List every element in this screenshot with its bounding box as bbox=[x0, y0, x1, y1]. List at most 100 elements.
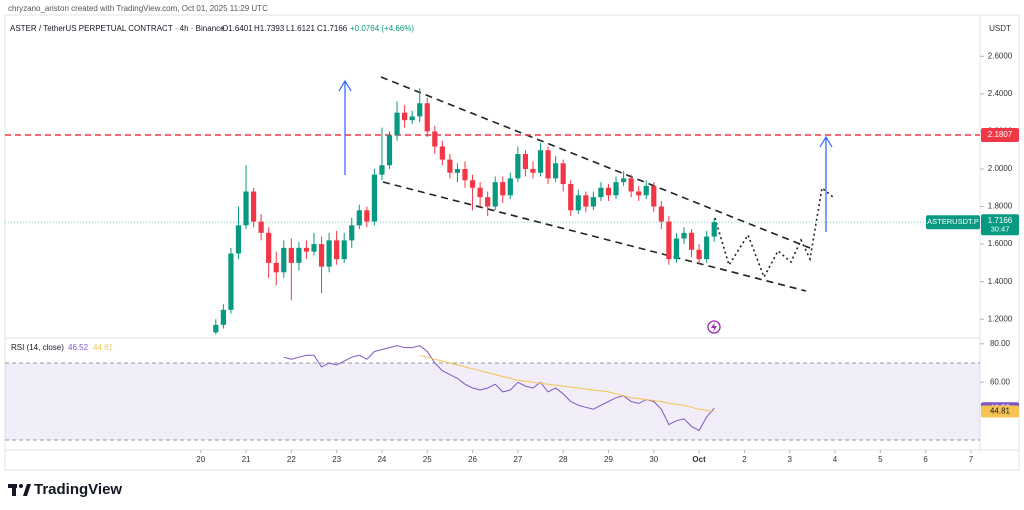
candle-body bbox=[590, 197, 596, 207]
arrow-left-head bbox=[338, 79, 352, 92]
y-tick-label: 2.0000 bbox=[988, 164, 1013, 173]
candle-body bbox=[266, 232, 272, 263]
x-tick-label: 22 bbox=[287, 455, 296, 464]
candle-body bbox=[432, 131, 438, 147]
candle-body bbox=[424, 103, 430, 132]
rsi-line bbox=[283, 345, 715, 432]
candle-body bbox=[379, 165, 385, 175]
y-tick-label: 2.6000 bbox=[988, 51, 1013, 60]
price-line-box bbox=[981, 128, 1019, 143]
x-tick-label: 3 bbox=[787, 455, 792, 464]
x-tick-label: 30 bbox=[649, 455, 658, 464]
candle-body bbox=[492, 182, 498, 207]
candle-body bbox=[673, 238, 680, 260]
currency: USDT bbox=[989, 24, 1011, 33]
candle-body bbox=[371, 174, 377, 222]
candle-body bbox=[356, 210, 362, 226]
rsi-label: RSI (14, close) bbox=[11, 343, 64, 352]
rsi-ma-legend-value: 44.81 bbox=[93, 343, 114, 352]
projection-path bbox=[714, 186, 834, 279]
candle-body bbox=[651, 185, 657, 207]
candle-body bbox=[658, 206, 664, 222]
rsi-ma-line bbox=[419, 354, 715, 412]
x-tick-label: 7 bbox=[969, 455, 974, 464]
candle-body bbox=[666, 221, 672, 260]
candle-body bbox=[454, 168, 461, 173]
candle-body bbox=[605, 187, 612, 196]
candle-body bbox=[311, 244, 317, 252]
candle-body bbox=[485, 197, 491, 207]
y-tick-label: 1.4000 bbox=[988, 277, 1013, 286]
chart-title: ASTER / TetherUS PERPETUAL CONTRACT · 4h… bbox=[10, 24, 225, 33]
logo-part bbox=[23, 484, 31, 496]
ohlc-close: C1.7166 bbox=[317, 24, 348, 33]
candle-body bbox=[228, 253, 234, 310]
candle-body bbox=[462, 168, 468, 181]
event-icon[interactable] bbox=[707, 320, 721, 334]
candle-body bbox=[364, 210, 370, 222]
last-price-label: 1.7166 bbox=[988, 216, 1013, 225]
x-tick-label: 5 bbox=[878, 455, 883, 464]
x-tick-label: 25 bbox=[423, 455, 432, 464]
candle-body bbox=[711, 222, 717, 237]
symbol-label: ASTERUSDT.P bbox=[927, 217, 979, 226]
y-tick-label: 1.6000 bbox=[988, 239, 1013, 248]
price-line-label: 2.1807 bbox=[988, 130, 1013, 139]
chart-frame bbox=[4, 14, 1020, 471]
candle-body bbox=[696, 249, 702, 260]
x-tick-label: 28 bbox=[559, 455, 568, 464]
rsi-value-label: 44.81 bbox=[990, 407, 1011, 416]
candle-body bbox=[688, 232, 695, 250]
last-price-box bbox=[981, 214, 1019, 236]
candle-body bbox=[560, 163, 566, 185]
candle-body bbox=[409, 116, 415, 121]
candle-body bbox=[515, 153, 521, 179]
x-tick-label: 23 bbox=[332, 455, 341, 464]
candle-body bbox=[235, 225, 242, 254]
candle-body bbox=[213, 324, 219, 333]
rsi-band bbox=[5, 363, 980, 440]
y-tick-label: 1.8000 bbox=[988, 202, 1013, 211]
candle-body bbox=[613, 182, 619, 196]
candle-body bbox=[281, 247, 287, 273]
symbol-box bbox=[926, 215, 980, 230]
candle-body bbox=[469, 180, 476, 188]
candle-body bbox=[417, 103, 423, 117]
candle-body bbox=[583, 195, 589, 207]
candle-body bbox=[537, 150, 544, 173]
brand: TradingView bbox=[34, 481, 122, 498]
candle-body bbox=[394, 112, 400, 136]
candle-body bbox=[628, 178, 634, 192]
x-tick-label: 21 bbox=[242, 455, 251, 464]
rsi-tick-label: 60.00 bbox=[990, 377, 1011, 386]
candle-body bbox=[402, 112, 408, 121]
candle-body bbox=[553, 163, 559, 179]
logo-part bbox=[19, 484, 23, 488]
rsi-tick-label: 80.00 bbox=[990, 339, 1011, 348]
candle-body bbox=[704, 236, 710, 260]
candle-body bbox=[620, 178, 627, 183]
candle-body bbox=[500, 182, 506, 196]
candle-body bbox=[386, 135, 393, 166]
x-tick-label: 4 bbox=[833, 455, 838, 464]
arrow-right-head bbox=[819, 135, 833, 148]
ohlc-low: L1.6121 bbox=[286, 24, 315, 33]
ohlc-change: +0.0764 (+4.66%) bbox=[350, 24, 414, 33]
candle-body bbox=[220, 309, 226, 325]
candle-body bbox=[545, 150, 551, 179]
trend-line-lower bbox=[382, 181, 807, 292]
x-tick-label: 2 bbox=[742, 455, 747, 464]
x-tick-label: 20 bbox=[196, 455, 205, 464]
candle-body bbox=[636, 191, 642, 196]
candle-body bbox=[439, 146, 445, 160]
brand-logo bbox=[8, 484, 31, 496]
candle-body bbox=[522, 153, 529, 169]
trend-line-upper bbox=[380, 76, 811, 249]
candle-body bbox=[643, 185, 649, 196]
rsi-legend-value: 46.52 bbox=[68, 343, 89, 352]
y-tick-label: 1.2000 bbox=[988, 314, 1013, 323]
candle-body bbox=[243, 191, 249, 226]
x-tick-label: Oct bbox=[692, 455, 706, 464]
candle-body bbox=[334, 240, 340, 260]
